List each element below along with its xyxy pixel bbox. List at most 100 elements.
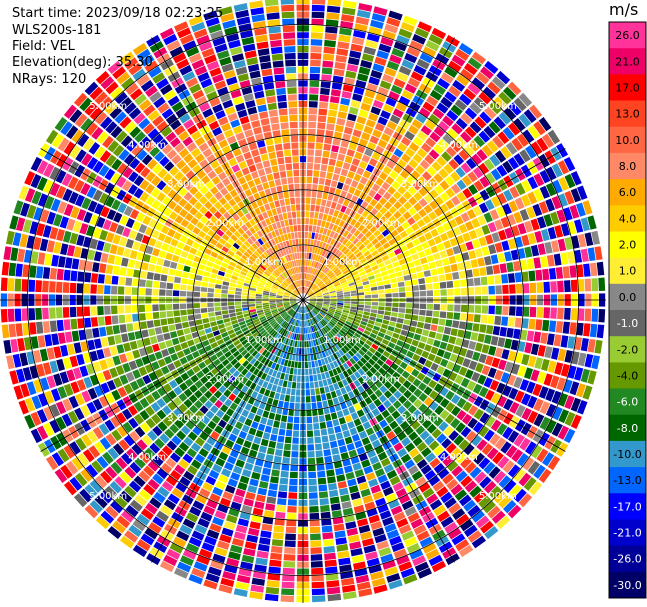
ray-gate <box>536 282 544 293</box>
ray-gate <box>446 343 454 352</box>
ray-gate <box>501 349 510 360</box>
ray-gate <box>358 243 366 251</box>
ray-gate <box>323 46 336 55</box>
ray-gate <box>502 284 509 294</box>
ray-gate <box>366 213 374 222</box>
ray-gate <box>373 6 388 16</box>
ray-gate <box>544 241 553 254</box>
ray-gate <box>454 99 468 111</box>
ray-gate <box>464 221 474 231</box>
ray-gate <box>328 109 338 117</box>
ray-gate <box>488 244 497 255</box>
ray-gate <box>398 196 407 205</box>
ray-gate <box>470 332 479 341</box>
ray-gate <box>385 97 397 107</box>
ray-gate <box>308 266 311 274</box>
ray-gate <box>426 310 433 317</box>
ray-gate <box>433 126 445 138</box>
ray-gate <box>381 270 389 277</box>
ray-gate <box>399 292 406 298</box>
ray-gate <box>308 291 314 296</box>
ray-gate <box>314 277 320 284</box>
ray-gate <box>382 103 394 114</box>
ray-gate <box>412 33 427 45</box>
ray-gate <box>316 247 321 255</box>
ray-gate <box>438 168 449 179</box>
ray-gate <box>352 258 359 265</box>
ray-gate <box>309 80 320 88</box>
ray-gate <box>458 223 468 234</box>
ray-gate <box>452 245 461 255</box>
ray-gate <box>305 204 311 211</box>
ray-gate <box>560 335 569 348</box>
ray-gate <box>395 271 403 278</box>
ray-gate <box>551 163 563 178</box>
ray-gate <box>351 301 358 304</box>
ray-gate <box>475 71 490 85</box>
ray-gate <box>546 254 555 267</box>
ray-gate <box>556 209 567 223</box>
ray-gate <box>312 253 317 261</box>
ray-gate <box>395 322 403 329</box>
ray-gate <box>361 201 369 209</box>
ray-gate <box>314 156 322 164</box>
ray-gate <box>323 293 330 297</box>
ray-gate <box>365 39 378 49</box>
ray-gate <box>304 280 306 287</box>
ray-gate <box>371 294 378 298</box>
ray-gate <box>348 186 356 195</box>
ray-gate <box>576 264 584 278</box>
ray-gate <box>330 295 337 298</box>
ray-gate <box>368 275 375 281</box>
ray-gate <box>547 360 557 374</box>
ray-gate <box>314 287 320 293</box>
ray-gate <box>353 173 362 182</box>
ray-gate <box>352 129 362 138</box>
ray-gate <box>488 285 495 295</box>
ray-gate <box>325 130 334 138</box>
ray-gate <box>308 114 317 122</box>
ray-gate <box>392 108 404 118</box>
ray-gate <box>527 176 539 190</box>
ray-gate <box>308 292 315 297</box>
ray-gate <box>404 52 418 64</box>
ray-gate <box>325 269 331 275</box>
ray-gate <box>466 313 474 322</box>
ray-gate <box>311 197 316 205</box>
ray-gate <box>377 187 386 196</box>
ray-gate <box>361 154 371 163</box>
ray-gate <box>419 303 427 310</box>
ray-gate <box>400 263 408 271</box>
ray-gate <box>325 281 332 286</box>
ray-gate <box>321 67 333 75</box>
ray-gate <box>444 91 457 103</box>
ray-gate <box>309 260 313 267</box>
ray-gate <box>418 235 427 244</box>
ray-gate <box>447 304 454 312</box>
ray-gate <box>341 282 348 286</box>
ray-gate <box>314 233 319 240</box>
ray-gate <box>325 19 339 27</box>
ray-gate <box>355 279 362 285</box>
ray-gate <box>393 164 403 174</box>
ray-gate <box>428 177 439 188</box>
ray-gate <box>348 265 356 271</box>
ray-gate <box>322 150 330 158</box>
ray-gate <box>319 256 324 263</box>
ray-gate <box>486 140 499 153</box>
ray-gate <box>323 276 329 282</box>
ray-gate <box>308 108 318 115</box>
ray-gate <box>321 288 328 292</box>
ray-gate <box>500 216 510 228</box>
ray-gate <box>330 264 336 270</box>
ray-gate <box>318 108 328 116</box>
ray-gate <box>455 166 466 178</box>
ray-gate <box>358 66 371 76</box>
ray-gate <box>537 243 546 256</box>
ray-gate <box>314 261 319 269</box>
ray-gate <box>411 119 423 130</box>
ray-gate <box>376 281 384 286</box>
ray-gate <box>365 222 374 230</box>
ray-gate <box>307 156 314 163</box>
ray-gate <box>422 46 437 58</box>
